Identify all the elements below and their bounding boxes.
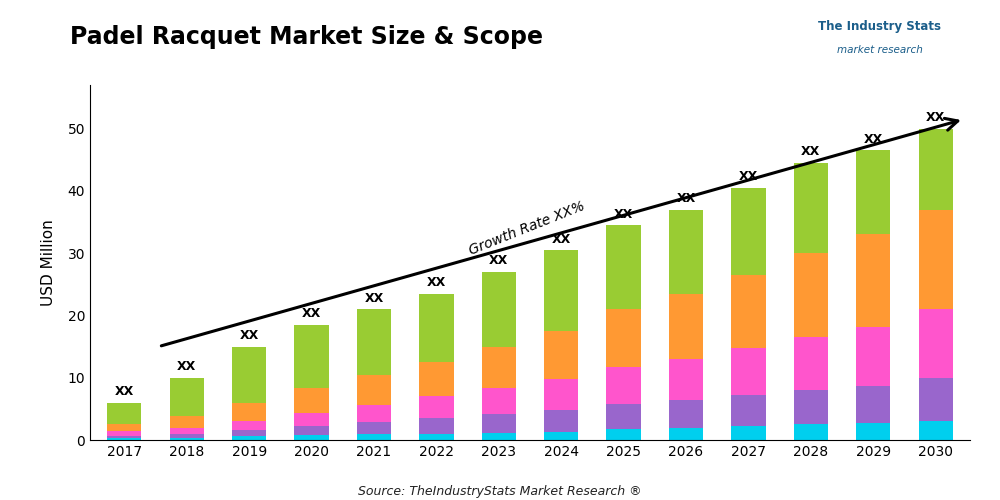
Text: XX: XX — [739, 170, 758, 183]
Bar — [669, 428, 703, 440]
Y-axis label: USD Million: USD Million — [41, 219, 56, 306]
Bar — [794, 337, 828, 390]
Bar — [856, 150, 890, 234]
Bar — [294, 426, 329, 435]
Text: XX: XX — [240, 329, 259, 342]
Bar — [357, 404, 391, 422]
Bar — [731, 348, 766, 395]
Bar — [107, 424, 141, 432]
Text: XX: XX — [801, 146, 820, 158]
Bar — [794, 424, 828, 440]
Bar — [482, 388, 516, 414]
Bar — [856, 326, 890, 386]
Text: XX: XX — [302, 308, 321, 320]
Bar — [482, 414, 516, 433]
Bar — [731, 188, 766, 275]
Bar — [856, 386, 890, 423]
Bar — [919, 309, 953, 378]
Bar — [669, 210, 703, 294]
Bar — [794, 390, 828, 424]
Bar — [919, 128, 953, 210]
Text: XX: XX — [177, 360, 196, 374]
Text: XX: XX — [676, 192, 696, 205]
Bar — [419, 396, 454, 418]
Bar — [419, 434, 454, 440]
Bar — [170, 428, 204, 434]
Bar — [107, 432, 141, 436]
Bar — [731, 426, 766, 440]
Bar — [919, 378, 953, 422]
Bar — [232, 436, 266, 440]
Bar — [544, 250, 578, 331]
Bar — [919, 422, 953, 440]
Bar — [294, 325, 329, 388]
Bar — [544, 410, 578, 432]
Text: XX: XX — [864, 133, 883, 146]
Bar — [482, 272, 516, 346]
Bar — [544, 432, 578, 440]
Bar — [669, 400, 703, 427]
Bar — [232, 346, 266, 404]
Bar — [170, 438, 204, 440]
Text: XX: XX — [926, 111, 945, 124]
Text: XX: XX — [489, 254, 508, 268]
Bar — [856, 234, 890, 326]
Bar — [294, 388, 329, 413]
Bar — [606, 404, 641, 429]
Bar — [294, 435, 329, 440]
Bar — [606, 429, 641, 440]
Bar — [294, 413, 329, 426]
Bar — [170, 416, 204, 428]
Bar — [357, 434, 391, 440]
Bar — [544, 331, 578, 379]
Text: market research: market research — [837, 45, 923, 55]
Bar — [232, 420, 266, 430]
Bar — [482, 433, 516, 440]
Bar — [170, 378, 204, 416]
Text: Growth Rate XX%: Growth Rate XX% — [467, 198, 587, 258]
Text: XX: XX — [427, 276, 446, 289]
Bar — [731, 395, 766, 426]
Bar — [419, 294, 454, 362]
Bar — [107, 436, 141, 438]
Text: Source: TheIndustryStats Market Research ®: Source: TheIndustryStats Market Research… — [358, 485, 642, 498]
Text: XX: XX — [115, 386, 134, 398]
Text: XX: XX — [552, 232, 571, 245]
Bar — [606, 309, 641, 366]
Bar — [544, 379, 578, 410]
Text: Padel Racquet Market Size & Scope: Padel Racquet Market Size & Scope — [70, 25, 543, 49]
Text: XX: XX — [614, 208, 633, 221]
Text: The Industry Stats: The Industry Stats — [818, 20, 942, 33]
Bar — [794, 253, 828, 337]
Bar — [919, 210, 953, 309]
Bar — [107, 438, 141, 440]
Bar — [170, 434, 204, 438]
Bar — [357, 422, 391, 434]
Bar — [357, 309, 391, 374]
Bar — [419, 418, 454, 434]
Bar — [357, 374, 391, 404]
Bar — [232, 404, 266, 420]
Bar — [856, 423, 890, 440]
Bar — [107, 402, 141, 424]
Text: XX: XX — [364, 292, 384, 305]
Bar — [794, 163, 828, 253]
Bar — [669, 359, 703, 400]
Bar — [669, 294, 703, 359]
Bar — [482, 346, 516, 388]
Bar — [606, 225, 641, 309]
Bar — [232, 430, 266, 436]
Bar — [731, 275, 766, 348]
Bar — [606, 366, 641, 404]
Bar — [419, 362, 454, 396]
